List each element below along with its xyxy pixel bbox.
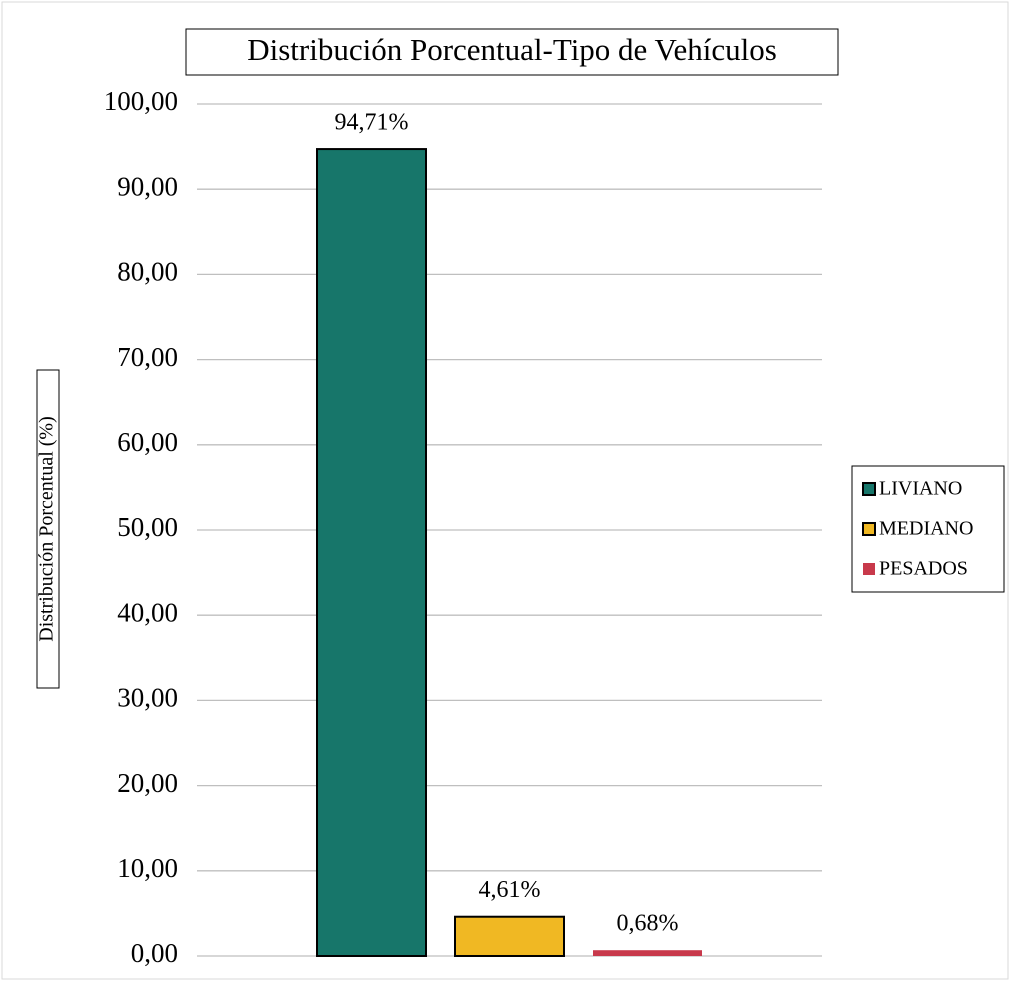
y-tick-label: 80,00 [117,257,178,287]
y-axis-label: Distribución Porcentual (%) [36,416,58,642]
y-tick-label: 50,00 [117,512,178,542]
y-tick-label: 90,00 [117,171,178,201]
chart-title: Distribución Porcentual-Tipo de Vehículo… [247,32,777,67]
y-tick-label: 60,00 [117,427,178,457]
bar [454,915,565,957]
data-label: 4,61% [479,877,541,903]
title-box [185,28,839,76]
y-tick-label: 20,00 [117,768,178,798]
y-tick-label: 10,00 [117,853,178,883]
legend-label: MEDIANO [879,518,973,540]
y-tick-label: 30,00 [117,683,178,713]
y-label-box [36,369,60,689]
legend-label: PESADOS [879,558,968,580]
y-tick-label: 70,00 [117,342,178,372]
legend-box [851,465,1005,593]
legend-swatch [863,563,875,575]
legend-swatch [862,482,876,496]
y-tick-label: 0,00 [131,938,178,968]
y-tick-label: 40,00 [117,597,178,627]
bar [316,148,427,957]
data-label: 0,68% [617,911,679,937]
bar [593,950,702,956]
legend-swatch [862,522,876,536]
y-tick-label: 100,00 [104,86,178,116]
data-label: 94,71% [335,110,409,136]
legend-label: LIVIANO [879,478,962,500]
